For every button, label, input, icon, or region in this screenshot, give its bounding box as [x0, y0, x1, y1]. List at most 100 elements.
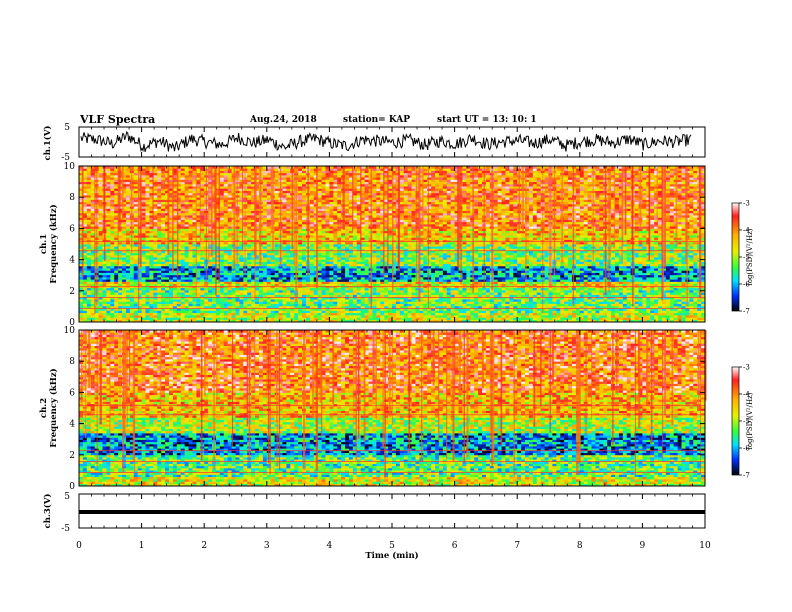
spectrogram-cell — [502, 317, 506, 320]
spectrogram-cell — [572, 313, 576, 316]
spectrogram-cell — [615, 292, 619, 295]
spectrogram-cell — [408, 299, 412, 302]
spectrogram-cell — [650, 313, 654, 316]
spectrogram-cell — [282, 290, 286, 293]
spectrogram-cell — [149, 294, 153, 297]
spectrogram-cell — [189, 310, 193, 313]
spectrogram-cell — [607, 292, 611, 295]
spectrogram-cell — [509, 299, 513, 302]
spectrogram-cell — [380, 315, 384, 318]
spectrogram-cell — [588, 313, 592, 316]
spectrogram-cell — [236, 317, 240, 320]
spectrogram-cell — [302, 290, 306, 293]
spectrogram-cell — [517, 313, 521, 316]
spectrogram-cell — [298, 290, 302, 293]
spectrogram-cell — [232, 310, 236, 313]
spectrogram-cell — [619, 290, 623, 293]
spectrogram-cell — [592, 315, 596, 318]
spectrogram-cell — [564, 315, 568, 318]
spectrogram-cell — [161, 290, 165, 293]
spectrogram-cell — [177, 288, 181, 291]
spectrogram-cell — [568, 310, 572, 313]
spectrogram-cell — [521, 292, 525, 295]
spectrogram-cell — [173, 288, 177, 291]
spectrogram-cell — [439, 304, 443, 307]
spectrogram-cell — [404, 294, 408, 297]
spectrogram-cell — [157, 299, 161, 302]
spectrogram-cell — [126, 288, 130, 291]
spectrogram-cell — [564, 288, 568, 291]
spectrogram-cell — [263, 304, 267, 307]
spectrogram-cell — [505, 313, 509, 316]
spectrogram-cell — [576, 304, 580, 307]
spectrogram-cell — [427, 315, 431, 318]
spectrogram-cell — [208, 288, 212, 291]
spectrogram-cell — [353, 299, 357, 302]
spectrogram-cell — [697, 304, 701, 307]
spectrogram-cell — [361, 288, 365, 291]
spectrogram-cell — [615, 304, 619, 307]
spectrogram-cell — [568, 317, 572, 320]
spectrogram-cell — [365, 288, 369, 291]
spectrogram-cell — [451, 299, 455, 302]
spectrogram-cell — [337, 313, 341, 316]
spectrogram-cell — [169, 290, 173, 293]
spectrogram-cell — [427, 292, 431, 295]
spectrogram-cell — [498, 313, 502, 316]
spectrogram-cell — [560, 292, 564, 295]
spectrogram-cell — [674, 313, 678, 316]
spectrogram-cell — [674, 310, 678, 313]
spectrogram-cell — [552, 313, 556, 316]
spectrogram-cell — [263, 299, 267, 302]
spectrogram-cell — [146, 294, 150, 297]
spectrogram-cell — [153, 290, 157, 293]
spectrogram-cell — [372, 299, 376, 302]
spectrogram-cell — [83, 313, 87, 316]
spectrogram-cell — [486, 292, 490, 295]
spectrogram-cell — [392, 310, 396, 313]
spectrogram-cell — [376, 299, 380, 302]
spectrogram-cell — [99, 292, 103, 295]
spectrogram-cell — [236, 299, 240, 302]
spectrogram-cell — [353, 310, 357, 313]
spectrogram-cell — [388, 288, 392, 291]
spectrogram-cell — [130, 304, 134, 307]
spectrogram-cell — [165, 294, 169, 297]
spectrogram-cell — [333, 317, 337, 320]
spectrogram-cell — [670, 313, 674, 316]
spectrogram-cell — [588, 288, 592, 291]
spectrogram-cell — [228, 315, 232, 318]
spectrogram-cell — [142, 294, 146, 297]
spectrogram-cell — [576, 310, 580, 313]
spectrogram-cell — [149, 315, 153, 318]
spectrogram-cell — [619, 315, 623, 318]
spectrogram-cell — [588, 310, 592, 313]
spectrogram-cell — [505, 310, 509, 313]
spectrogram-cell — [682, 317, 686, 320]
spectrogram-cell — [678, 304, 682, 307]
spectrogram-cell — [412, 288, 416, 291]
spectrogram-cell — [611, 288, 615, 291]
spectrogram-cell — [189, 304, 193, 307]
spectrogram-cell — [545, 288, 549, 291]
spectrogram-cell — [212, 310, 216, 313]
spectrogram-cell — [404, 292, 408, 295]
spectrogram-cell — [462, 313, 466, 316]
spectrogram-cell — [611, 290, 615, 293]
spectrogram-cell — [560, 317, 564, 320]
spectrogram-cell — [552, 294, 556, 297]
spectrogram-cell — [537, 292, 541, 295]
spectrogram-cell — [584, 288, 588, 291]
spectrogram-cell — [459, 288, 463, 291]
spectrogram-cell — [149, 299, 153, 302]
spectrogram-cell — [372, 288, 376, 291]
spectrogram-cell — [412, 315, 416, 318]
spectrogram-cell — [353, 313, 357, 316]
spectrogram-cell — [310, 290, 314, 293]
spectrogram-cell — [122, 294, 126, 297]
spectrogram-cell — [290, 294, 294, 297]
spectrogram-cell — [584, 315, 588, 318]
spectrogram-cell — [369, 315, 373, 318]
spectrogram-cell — [165, 313, 169, 316]
spectrogram-cell — [443, 315, 447, 318]
